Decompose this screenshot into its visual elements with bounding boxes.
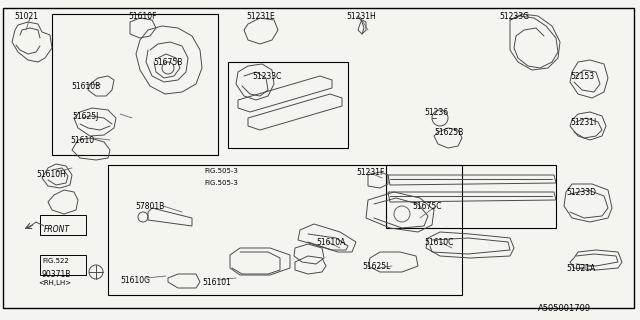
Text: FIG.505-3: FIG.505-3 <box>204 168 238 174</box>
Text: 51233D: 51233D <box>566 188 596 197</box>
Text: 516101: 516101 <box>202 278 231 287</box>
Text: FRONT: FRONT <box>44 225 70 234</box>
Bar <box>40 255 86 275</box>
Text: 51610G: 51610G <box>120 276 150 285</box>
Bar <box>40 215 86 235</box>
Text: 51610F: 51610F <box>128 12 157 21</box>
Text: 51236: 51236 <box>424 108 448 117</box>
Text: FIG.522: FIG.522 <box>42 258 68 264</box>
Text: 51675B: 51675B <box>153 58 182 67</box>
Bar <box>386 165 556 228</box>
Text: 51021: 51021 <box>14 12 38 21</box>
Text: 51625J: 51625J <box>72 112 99 121</box>
Text: 51610B: 51610B <box>71 82 100 91</box>
Text: 51610C: 51610C <box>424 238 453 247</box>
Text: 51233G: 51233G <box>499 12 529 21</box>
Text: A505001709: A505001709 <box>538 304 591 313</box>
Text: <RH,LH>: <RH,LH> <box>38 280 71 286</box>
Bar <box>228 62 348 148</box>
Text: 51231I: 51231I <box>570 118 596 127</box>
Text: 51231H: 51231H <box>346 12 376 21</box>
Text: 51231F: 51231F <box>356 168 385 177</box>
Text: 51625B: 51625B <box>434 128 463 137</box>
Text: 51231E: 51231E <box>246 12 275 21</box>
Bar <box>108 165 462 295</box>
Text: 90371B: 90371B <box>42 270 72 279</box>
Text: 51610A: 51610A <box>316 238 346 247</box>
Text: 51625L: 51625L <box>362 262 390 271</box>
Text: 51233C: 51233C <box>252 72 282 81</box>
Text: 51021A: 51021A <box>566 264 595 273</box>
Text: FIG.505-3: FIG.505-3 <box>204 180 238 186</box>
Bar <box>52 14 218 155</box>
Text: 52153: 52153 <box>570 72 594 81</box>
Text: 51675C: 51675C <box>412 202 442 211</box>
Text: 51610: 51610 <box>70 136 94 145</box>
Text: 57801B: 57801B <box>135 202 164 211</box>
Text: 51610H: 51610H <box>36 170 66 179</box>
